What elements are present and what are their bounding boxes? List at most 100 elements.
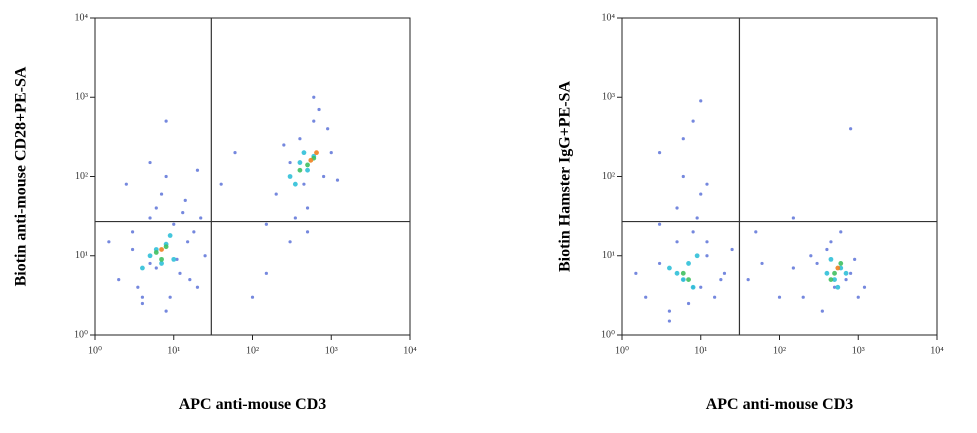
event-dot xyxy=(168,295,172,299)
event-dot xyxy=(832,270,837,276)
event-dot xyxy=(695,216,699,220)
event-dot xyxy=(705,240,709,244)
event-dot xyxy=(287,174,293,179)
event-dot xyxy=(188,278,192,282)
event-dot xyxy=(326,127,330,131)
event-dot xyxy=(172,222,176,226)
event-dot xyxy=(667,309,672,313)
event-dot xyxy=(686,277,691,283)
event-dot xyxy=(164,119,168,123)
event-dot xyxy=(699,285,703,289)
event-dot xyxy=(292,181,298,187)
event-dot xyxy=(124,182,128,186)
event-dot xyxy=(705,182,709,186)
event-dot xyxy=(159,247,164,252)
event-dot xyxy=(634,271,638,275)
x-tick-label: 10² xyxy=(246,345,259,356)
event-dot xyxy=(159,192,164,196)
x-axis-label: APC anti-mouse CD3 xyxy=(179,396,327,413)
event-dot xyxy=(164,174,168,179)
event-dot xyxy=(140,295,145,299)
event-dot xyxy=(305,206,310,210)
event-dot xyxy=(148,261,152,266)
event-dot xyxy=(801,295,805,299)
y-tick-label: 10² xyxy=(602,171,615,182)
event-dot xyxy=(667,319,672,323)
event-dot xyxy=(154,206,158,210)
y-tick-label: 10¹ xyxy=(602,250,615,261)
event-dot xyxy=(301,150,307,156)
event-dot xyxy=(250,295,255,299)
x-tick-label: 10⁴ xyxy=(403,345,417,356)
event-dot xyxy=(312,119,316,123)
event-dot xyxy=(760,261,764,266)
event-dot xyxy=(809,254,813,258)
event-dot xyxy=(722,271,727,275)
y-tick-label: 10⁴ xyxy=(602,12,616,23)
event-dot xyxy=(305,167,310,173)
x-tick-label: 10¹ xyxy=(167,345,180,356)
event-dot xyxy=(117,278,121,282)
event-dot xyxy=(195,168,200,172)
event-dot xyxy=(317,107,321,112)
event-dot xyxy=(691,119,695,123)
event-dot xyxy=(746,278,750,282)
event-dot xyxy=(667,265,672,271)
event-dot xyxy=(828,277,834,283)
event-dot xyxy=(195,285,200,289)
event-dot xyxy=(713,295,717,299)
event-dot xyxy=(297,160,303,165)
event-dot xyxy=(824,270,830,276)
event-dot xyxy=(674,270,680,276)
event-dot xyxy=(312,95,316,99)
event-dot xyxy=(178,271,182,275)
event-dot xyxy=(140,265,145,271)
event-dot xyxy=(305,230,310,234)
y-axis-label: Biotin Hamster IgG+PE-SA xyxy=(557,81,574,272)
event-dot xyxy=(148,216,152,220)
x-tick-label: 10⁰ xyxy=(88,345,102,356)
event-dot xyxy=(147,253,153,259)
event-dot xyxy=(754,230,758,234)
y-tick-label: 10⁰ xyxy=(601,329,615,340)
event-dot xyxy=(264,222,268,226)
x-tick-label: 10⁴ xyxy=(930,345,944,356)
event-dot xyxy=(657,261,662,266)
event-dot xyxy=(288,240,292,244)
event-dot xyxy=(777,295,782,299)
event-dot xyxy=(849,127,853,131)
event-dot xyxy=(690,284,696,290)
event-dot xyxy=(164,309,168,313)
y-axis-label: Biotin anti-mouse CD28+PE-SA xyxy=(13,66,30,286)
event-dot xyxy=(233,151,237,155)
event-dot xyxy=(657,151,662,155)
y-tick-label: 10² xyxy=(75,171,88,182)
event-dot xyxy=(791,216,795,220)
event-dot xyxy=(791,266,795,270)
event-dot xyxy=(181,211,185,215)
event-dot xyxy=(302,182,306,186)
event-dot xyxy=(136,285,140,289)
event-dot xyxy=(820,309,824,313)
event-dot xyxy=(314,150,319,156)
event-dot xyxy=(680,277,686,283)
event-dot xyxy=(203,254,207,258)
event-dot xyxy=(828,256,834,262)
event-dot xyxy=(167,233,173,238)
event-dot xyxy=(843,270,849,276)
event-dot xyxy=(186,240,190,244)
plot-frame xyxy=(621,17,938,336)
event-dot xyxy=(699,192,703,196)
event-dot xyxy=(148,160,152,165)
event-dot xyxy=(835,284,841,290)
event-dot xyxy=(835,265,841,271)
event-dot xyxy=(163,244,169,250)
event-dot xyxy=(815,261,819,266)
event-dot xyxy=(719,278,723,282)
event-dot xyxy=(730,247,734,252)
event-dot xyxy=(335,178,340,182)
event-dot xyxy=(829,240,833,244)
event-dot xyxy=(691,230,695,234)
x-tick-label: 10⁰ xyxy=(615,345,629,356)
event-dot xyxy=(644,295,648,299)
